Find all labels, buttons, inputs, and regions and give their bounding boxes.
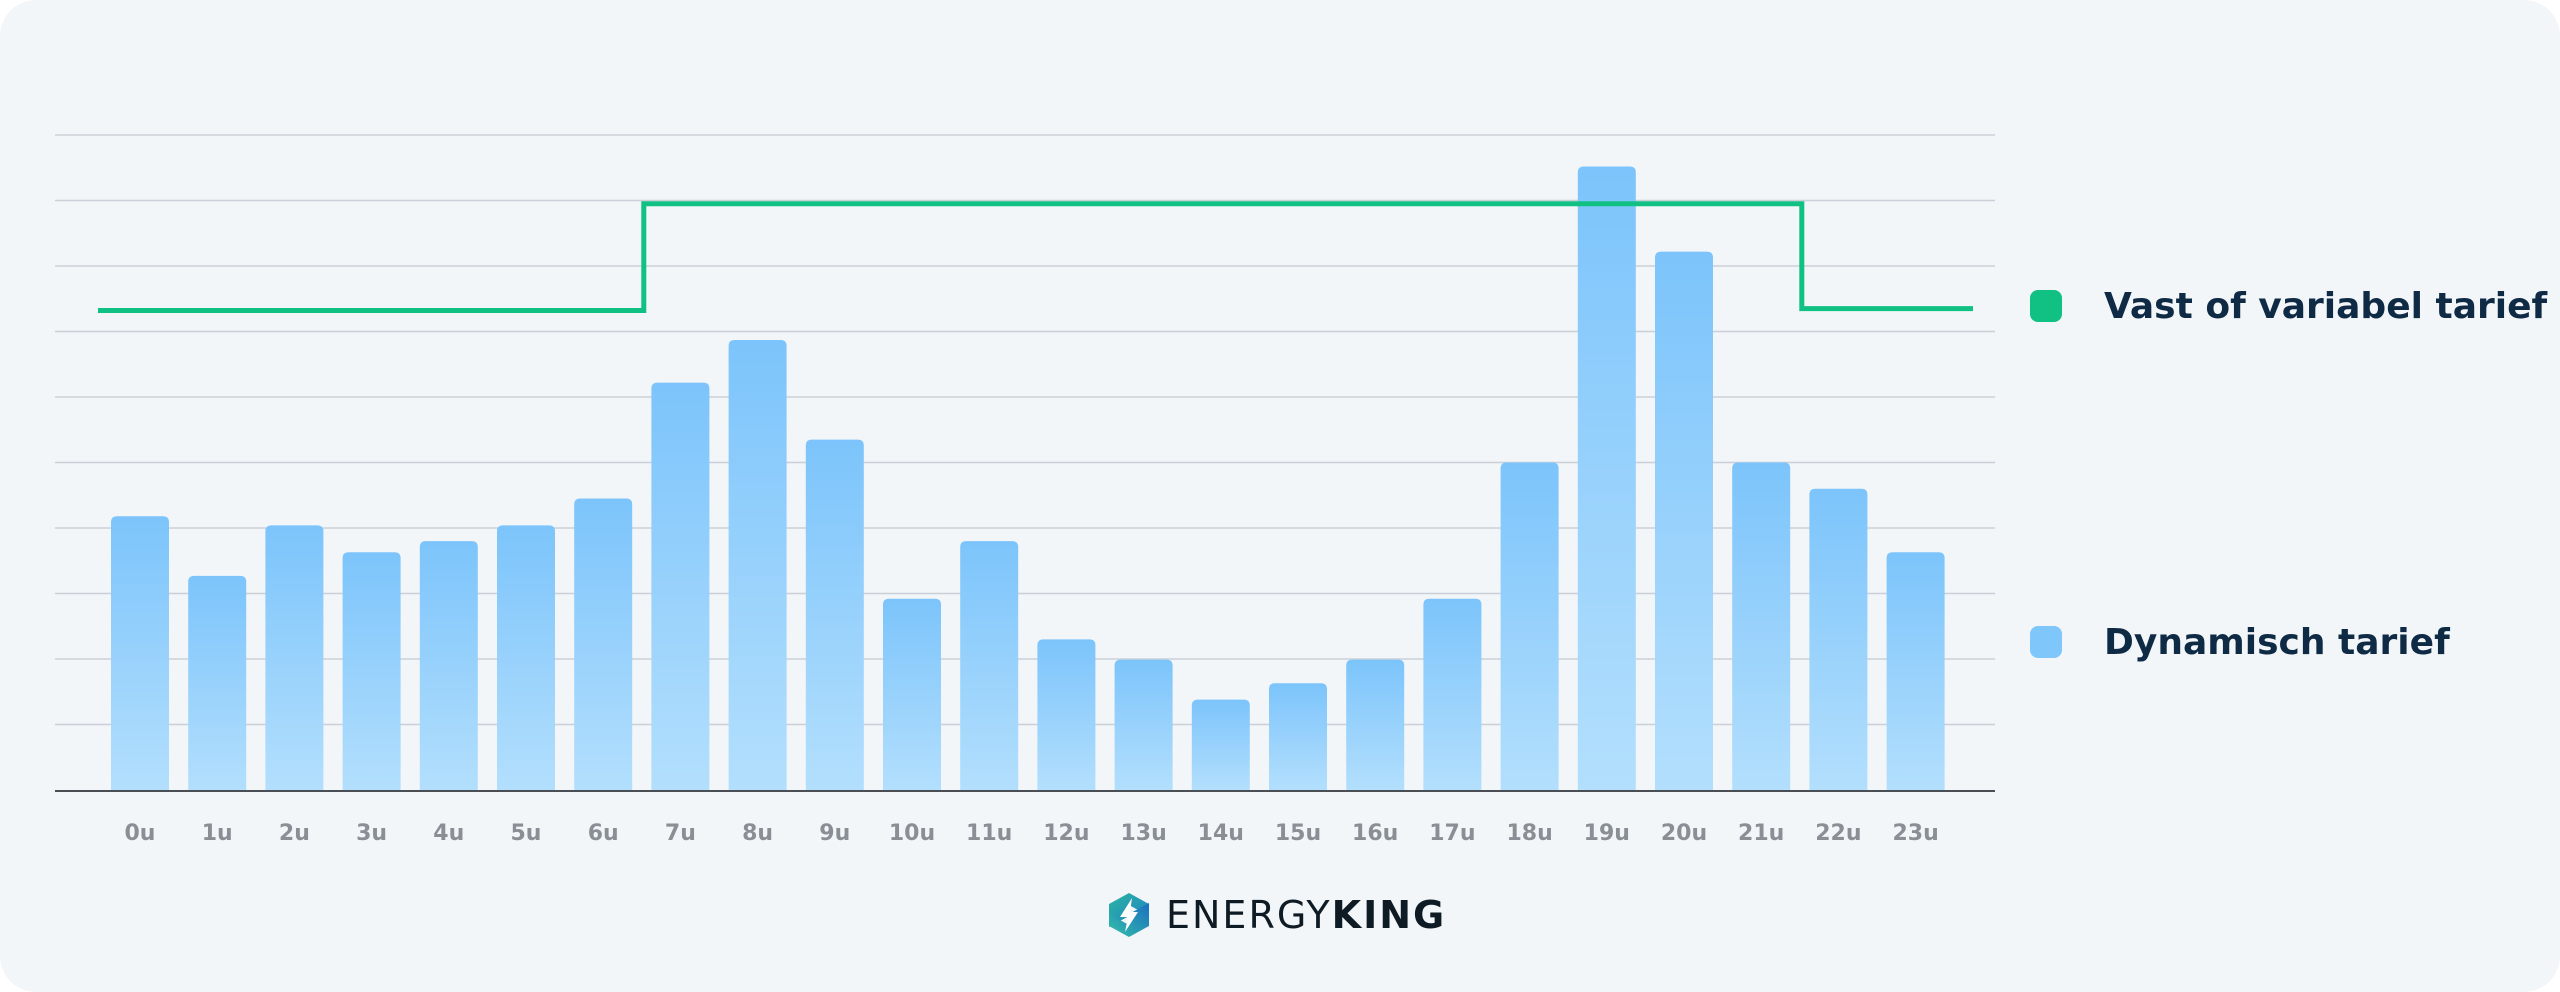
- x-tick-label: 20u: [1661, 821, 1707, 846]
- x-tick-label: 9u: [819, 821, 850, 846]
- bar-16u: [1346, 659, 1405, 790]
- x-tick-label: 21u: [1738, 821, 1784, 846]
- x-tick-label: 23u: [1892, 821, 1938, 846]
- x-tick-label: 15u: [1275, 821, 1321, 846]
- bar-17u: [1423, 598, 1482, 790]
- x-tick-label: 1u: [202, 821, 233, 846]
- bar-23u: [1886, 552, 1945, 790]
- brand-name-bold: KING: [1331, 893, 1447, 937]
- x-tick-label: 0u: [125, 821, 156, 846]
- step-line: [98, 201, 1973, 314]
- x-tick-label: 10u: [889, 821, 935, 846]
- x-tick-label: 19u: [1584, 821, 1630, 846]
- bar-21u: [1732, 462, 1791, 790]
- bar-8u: [728, 340, 787, 790]
- bar-13u: [1114, 659, 1173, 790]
- x-tick-label: 18u: [1506, 821, 1552, 846]
- x-tick-label: 17u: [1429, 821, 1475, 846]
- legend-item-dynamic: Dynamisch tarief: [2030, 617, 2450, 667]
- x-tick-label: 3u: [356, 821, 387, 846]
- energyking-logo-icon: [1109, 893, 1149, 937]
- bar-19u: [1577, 166, 1636, 790]
- bar-3u: [342, 552, 401, 790]
- bar-20u: [1655, 251, 1713, 791]
- step-line-series: [98, 201, 1973, 314]
- bar-10u: [883, 598, 941, 790]
- x-tick-label: 6u: [588, 821, 619, 846]
- legend-label-dynamic: Dynamisch tarief: [2104, 621, 2450, 663]
- legend-label-fixed: Vast of variabel tarief: [2104, 285, 2548, 327]
- x-tick-label: 11u: [966, 821, 1012, 846]
- brand-logo: ENERGYKING: [1108, 892, 1446, 938]
- legend-item-fixed: Vast of variabel tarief: [2030, 281, 2547, 331]
- bar-0u: [111, 516, 169, 790]
- bar-12u: [1037, 639, 1096, 790]
- bar-14u: [1191, 699, 1250, 790]
- bar-9u: [805, 439, 864, 790]
- bar-1u: [188, 575, 247, 790]
- x-tick-label: 8u: [742, 821, 773, 846]
- x-tick-label: 4u: [433, 821, 464, 846]
- legend-swatch-dynamic: [2030, 626, 2062, 658]
- bar-2u: [265, 525, 324, 790]
- bar-5u: [497, 525, 555, 790]
- brand-name-light: ENERGY: [1166, 893, 1332, 937]
- bar-11u: [960, 541, 1019, 790]
- x-tick-label: 7u: [665, 821, 696, 846]
- legend: Vast of variabel tarief Dynamisch tarief: [2030, 0, 2550, 992]
- x-tick-label: 2u: [279, 821, 310, 846]
- bar-7u: [651, 382, 710, 790]
- brand-wordmark: ENERGYKING: [1166, 893, 1446, 937]
- x-tick-label: 22u: [1815, 821, 1861, 846]
- legend-swatch-fixed: [2030, 290, 2062, 322]
- x-axis-labels: 0u 1u 2u 3u 4u 5u 6u 7u 8u 9u 10u 11u 12u 13u 14u 15u 16…: [125, 821, 1939, 846]
- bar-15u: [1269, 683, 1327, 790]
- bar-22u: [1809, 488, 1868, 790]
- bar-18u: [1500, 462, 1559, 790]
- x-tick-label: 16u: [1352, 821, 1398, 846]
- x-tick-label: 5u: [511, 821, 542, 846]
- bar-6u: [574, 498, 633, 790]
- bar-4u: [419, 541, 478, 790]
- x-tick-label: 13u: [1120, 821, 1166, 846]
- x-tick-label: 14u: [1198, 821, 1244, 846]
- tariff-chart: 0u 1u 2u 3u 4u 5u 6u 7u 8u 9u 10u 11u 12u 13u 14u 15u 16…: [55, 134, 1995, 846]
- bar-series: [111, 166, 1945, 791]
- x-tick-label: 12u: [1043, 821, 1089, 846]
